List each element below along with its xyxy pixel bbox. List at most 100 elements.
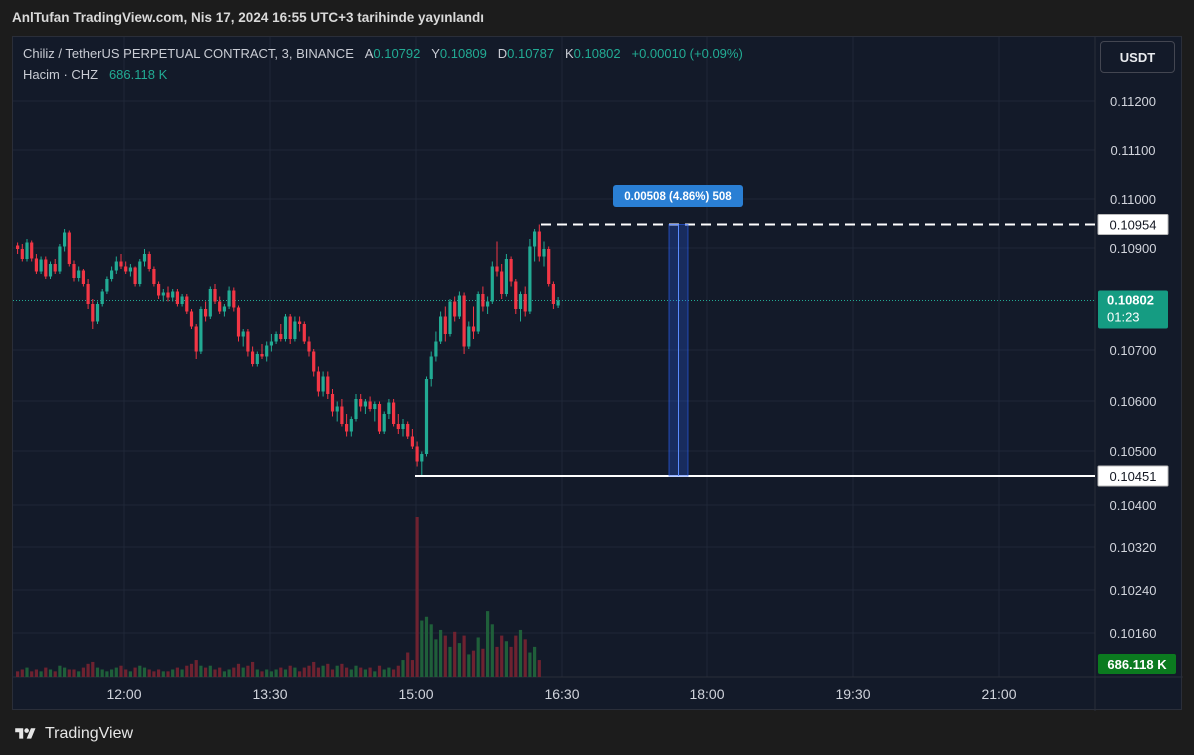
volume-bar <box>363 669 367 677</box>
price-tick-label: 0.10700 <box>1110 343 1157 358</box>
volume-bar <box>67 669 71 677</box>
candle-body <box>462 295 466 347</box>
candle-body <box>533 231 537 247</box>
candle-body <box>434 341 438 357</box>
candle-body <box>124 266 128 272</box>
candle-body <box>269 341 273 346</box>
volume-bar <box>368 667 372 677</box>
volume-bar <box>114 667 118 677</box>
volume-label[interactable]: Hacim · CHZ <box>23 67 99 82</box>
volume-bar <box>429 624 433 677</box>
time-tick-label: 16:30 <box>544 686 579 702</box>
candle-body <box>424 379 429 454</box>
symbol-title[interactable]: Chiliz / TetherUS PERPETUAL CONTRACT, 3,… <box>23 46 354 61</box>
volume-bar <box>81 667 85 677</box>
volume-bar <box>486 611 490 677</box>
volume-bar <box>119 665 123 677</box>
candle-body <box>105 279 109 292</box>
candle-body <box>514 281 518 309</box>
volume-badge-value: 686.118 K <box>1107 657 1167 672</box>
volume-bar <box>330 669 335 677</box>
volume-bar <box>16 671 20 677</box>
volume-bar <box>171 669 175 677</box>
volume-bar <box>265 669 269 677</box>
price-line-label-box <box>1097 214 1169 235</box>
candle-body <box>528 246 532 312</box>
volume-bar <box>298 671 302 677</box>
candle-body <box>204 309 208 317</box>
candle-body <box>279 334 283 339</box>
price-tick-label: 0.11000 <box>1110 192 1156 207</box>
candle-body <box>415 446 419 462</box>
candle-body <box>175 291 179 304</box>
candle-body <box>556 300 560 306</box>
candle-body <box>363 401 367 407</box>
volume-bar <box>157 669 161 677</box>
candle-body <box>368 401 372 409</box>
volume-bar <box>528 652 532 677</box>
volume-bar <box>48 669 53 677</box>
volume-bar <box>495 646 499 677</box>
volume-bar <box>335 665 339 677</box>
volume-bar <box>58 665 62 677</box>
volume-bar <box>312 661 316 677</box>
price-tick-label: 0.11200 <box>1110 94 1156 109</box>
volume-bar <box>255 669 259 677</box>
price-tick-label: 0.10900 <box>1110 241 1157 256</box>
volume-bar <box>208 665 212 677</box>
volume-bar <box>396 665 400 677</box>
low-value: 0.10787 <box>507 46 555 61</box>
candle-body <box>185 296 189 312</box>
volume-bar <box>533 646 537 677</box>
candle-body <box>147 254 151 269</box>
current-price-badge <box>1098 290 1168 329</box>
candle-body <box>377 404 382 432</box>
candle-body <box>241 331 245 337</box>
volume-bar <box>20 669 24 677</box>
candle-body <box>537 231 541 257</box>
candle-body <box>208 289 212 317</box>
candle-body <box>340 406 344 424</box>
candle-body <box>222 306 226 312</box>
candle-body <box>58 246 62 272</box>
candle-body <box>453 301 457 317</box>
volume-bar <box>467 654 471 677</box>
volume-value: 686.118 K <box>108 67 168 82</box>
chart-panel[interactable]: 0.10954 0.10451 0.00508 (4.86%) 508 0.11200… <box>12 36 1183 711</box>
candle-body <box>481 294 485 307</box>
volume-bar <box>359 667 363 677</box>
time-tick-label: 12:00 <box>106 686 141 702</box>
candle-body <box>302 324 306 342</box>
volume-bar <box>453 631 457 677</box>
time-tick-label: 13:30 <box>252 686 287 702</box>
candle-body <box>213 289 217 302</box>
volume-bar <box>232 667 236 677</box>
high-key: Y <box>431 46 440 61</box>
price-line-label: 0.10954 <box>1110 218 1157 233</box>
candle-body <box>523 294 527 312</box>
candle-body <box>392 402 396 424</box>
candle-body <box>16 245 20 249</box>
candle-body <box>194 326 198 352</box>
candle-body <box>44 259 48 277</box>
candle-body <box>63 232 67 247</box>
open-value: 0.10792 <box>373 46 421 61</box>
candle-body <box>476 294 480 332</box>
volume-bar <box>53 671 57 677</box>
volume-bar <box>307 665 311 677</box>
volume-bar <box>462 635 466 677</box>
candle-body <box>283 316 288 339</box>
volume-bar <box>227 669 231 677</box>
candle-body <box>246 331 250 352</box>
candle-body <box>373 404 377 409</box>
chart-canvas[interactable]: 0.10954 0.10451 0.00508 (4.86%) 508 0.11200… <box>13 37 1183 711</box>
volume-bar <box>373 671 377 677</box>
volume-bar <box>471 650 476 677</box>
volume-bar <box>128 671 132 677</box>
volume-bar <box>72 669 76 677</box>
volume-bar <box>518 629 523 677</box>
candle-body <box>171 291 175 298</box>
candle-body <box>110 270 114 279</box>
currency-button[interactable]: USDT <box>1100 41 1175 73</box>
volume-bar <box>91 661 95 677</box>
